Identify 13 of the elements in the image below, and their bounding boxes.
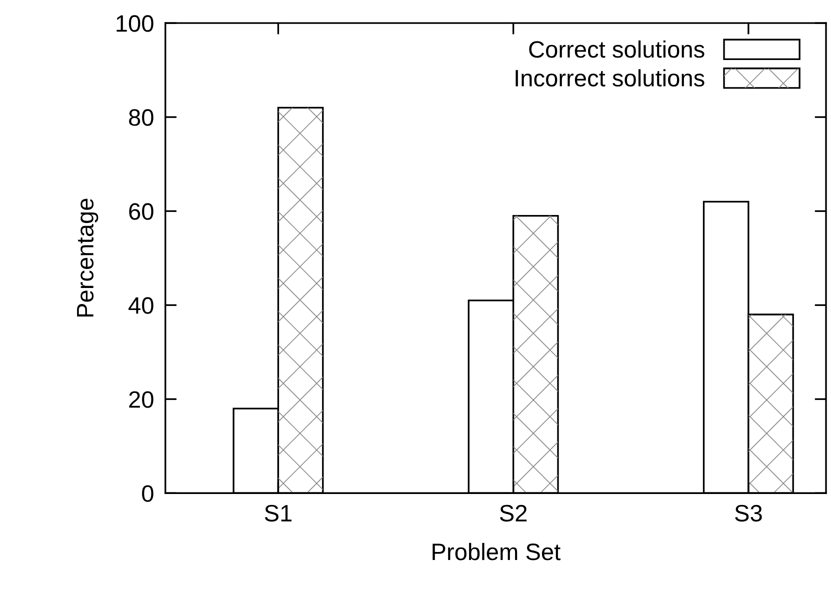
x-axis-title: Problem Set — [432, 542, 560, 560]
y-tick-label: 0 — [142, 485, 154, 502]
legend-label: Correct solutions — [529, 40, 704, 58]
y-tick-label: 60 — [129, 203, 154, 220]
y-axis-title: Percentage — [77, 198, 98, 317]
y-tick-label: 40 — [128, 297, 154, 314]
x-tick-label: S2 — [500, 504, 527, 522]
x-tick-label: S3 — [735, 504, 762, 522]
y-tick-label: 100 — [116, 15, 154, 32]
legend-label: Incorrect solutions — [516, 69, 704, 87]
y-tick-label: 80 — [129, 109, 154, 126]
x-tick-label: S1 — [264, 504, 292, 522]
y-tick-label: 20 — [129, 391, 154, 408]
